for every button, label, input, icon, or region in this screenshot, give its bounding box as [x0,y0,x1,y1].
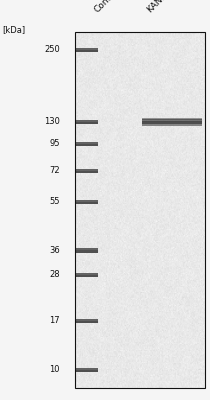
Text: 250: 250 [44,46,60,54]
Bar [75,318,98,323]
Bar [75,120,98,124]
Bar [75,169,98,170]
Text: [kDa]: [kDa] [2,26,25,34]
Bar [75,273,98,277]
Bar [75,368,98,370]
Text: Control: Control [92,0,122,14]
Text: 95: 95 [49,140,60,148]
Bar [142,122,202,126]
Bar [75,248,98,253]
Text: 17: 17 [49,316,60,325]
Bar [75,248,98,250]
Bar [75,142,98,146]
Bar [142,121,202,124]
Bar [75,273,98,274]
Text: KANK3: KANK3 [145,0,173,14]
Bar [75,169,98,173]
Bar [75,142,98,144]
Bar [75,120,98,122]
Bar [75,368,98,372]
Text: 28: 28 [49,270,60,279]
Bar [75,32,205,388]
Bar [75,319,98,320]
Bar [75,200,98,202]
Text: 55: 55 [49,198,60,206]
Bar [75,48,98,52]
Text: 130: 130 [44,118,60,126]
Bar [75,200,98,204]
Bar [142,119,202,122]
Bar [142,118,202,120]
Bar [75,48,98,50]
Text: 36: 36 [49,246,60,255]
Text: 10: 10 [49,366,60,374]
Text: 72: 72 [49,166,60,175]
